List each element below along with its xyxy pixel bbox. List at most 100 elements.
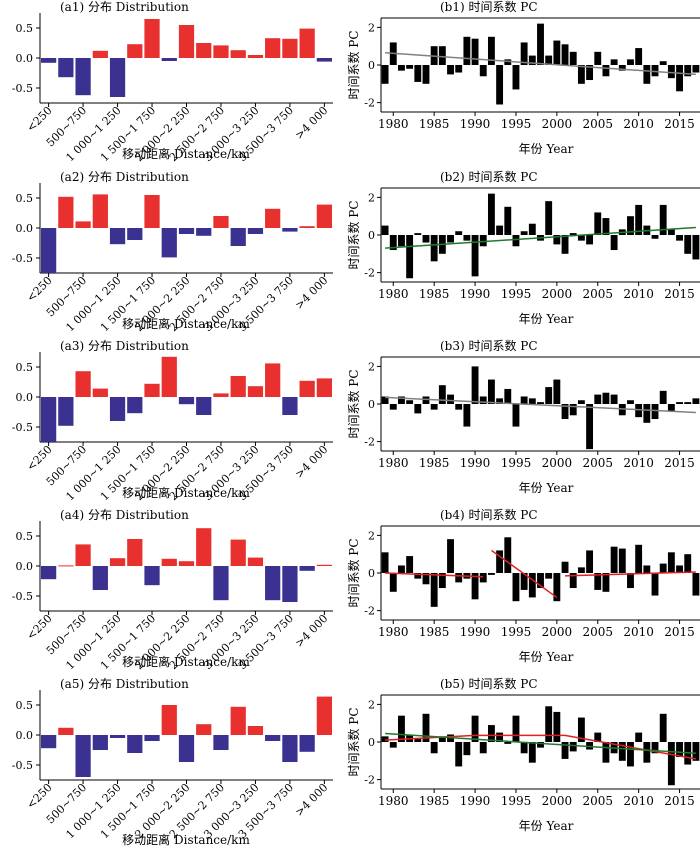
y-tick-label: 0	[368, 59, 375, 72]
bar	[92, 388, 108, 397]
bar	[41, 58, 57, 63]
x-tick-label: 1980	[378, 794, 409, 808]
bar	[627, 742, 634, 767]
bar	[265, 363, 281, 397]
bar	[561, 742, 569, 759]
bar	[651, 65, 659, 77]
bar	[447, 65, 454, 75]
bar	[487, 379, 495, 404]
bar	[627, 573, 634, 589]
y-tick-label: -2	[364, 97, 375, 110]
x-tick-label: 2015	[664, 117, 695, 131]
bar	[627, 59, 634, 65]
trend-line	[385, 52, 696, 76]
bar	[422, 713, 430, 742]
x-axis-label: 年份 Year	[519, 312, 574, 326]
bar	[161, 356, 177, 397]
bar	[230, 706, 246, 735]
bar	[618, 65, 626, 71]
x-tick-label: >4 000	[293, 443, 331, 481]
bar	[667, 65, 675, 79]
bar	[299, 566, 315, 571]
bar	[479, 573, 487, 583]
bar	[635, 48, 643, 65]
y-tick-label: 0.0	[16, 729, 34, 742]
bar	[610, 394, 618, 404]
bar	[127, 735, 143, 753]
x-tick-label: 2000	[542, 794, 573, 808]
bar	[618, 548, 626, 573]
bar	[109, 228, 126, 245]
bar	[178, 735, 195, 762]
bar	[41, 566, 57, 580]
bar	[692, 235, 700, 260]
bar	[487, 573, 495, 575]
bar	[528, 573, 536, 598]
bar	[586, 65, 594, 81]
x-tick-label: <250	[24, 443, 55, 474]
bar	[455, 404, 463, 410]
bar	[422, 573, 430, 585]
bar	[651, 573, 659, 596]
x-tick-label: <250	[24, 104, 55, 135]
bar	[586, 550, 594, 573]
bar	[586, 235, 594, 245]
bar	[430, 404, 438, 410]
x-tick-label: 2000	[542, 456, 573, 470]
bar	[512, 715, 520, 742]
y-tick-label: 2	[368, 21, 375, 34]
bar	[692, 742, 700, 761]
x-tick-label: 1990	[460, 456, 491, 470]
x-tick-label: 2005	[582, 117, 613, 131]
x-tick-label: <250	[24, 612, 55, 643]
bar	[316, 378, 332, 397]
bar	[316, 58, 332, 62]
panel-a2: (a2) 分布 Distribution0.50.0-0.5<250500~75…	[12, 170, 333, 334]
bar	[627, 400, 634, 404]
bar	[178, 397, 195, 405]
bar	[430, 235, 438, 262]
bar	[635, 732, 643, 742]
bar	[406, 400, 414, 404]
bar	[667, 552, 675, 573]
bar	[520, 573, 528, 590]
bar	[389, 573, 397, 592]
x-tick-label: <250	[24, 781, 55, 812]
bar	[265, 566, 281, 601]
bar	[247, 386, 264, 397]
bar	[684, 65, 692, 77]
bar	[282, 397, 298, 415]
x-tick-label: 1990	[460, 117, 491, 131]
bar	[127, 228, 143, 240]
x-tick-label: 1990	[460, 625, 491, 639]
bar	[479, 235, 487, 247]
bar	[447, 235, 454, 243]
panel-title: (b1) 时间系数 PC	[440, 0, 538, 14]
bar	[265, 38, 281, 58]
bar	[58, 565, 74, 567]
bar	[58, 397, 74, 426]
bar	[528, 223, 536, 235]
bar	[537, 23, 544, 65]
bar	[635, 204, 643, 235]
x-axis-label: 年份 Year	[519, 650, 574, 664]
bar	[569, 573, 577, 589]
bar	[414, 65, 422, 82]
bar	[594, 394, 602, 404]
x-tick-label: 1985	[419, 625, 450, 639]
bar	[659, 390, 667, 404]
bar	[398, 235, 405, 247]
bar	[471, 38, 479, 65]
bar	[75, 221, 91, 228]
y-tick-label: 0	[368, 567, 375, 580]
bar	[92, 50, 108, 58]
bar	[422, 396, 430, 404]
bar	[247, 228, 264, 234]
bar	[455, 573, 463, 583]
trend-line	[565, 571, 696, 577]
bar	[178, 228, 195, 234]
x-tick-label: >4 000	[293, 274, 331, 312]
bar	[455, 231, 463, 235]
x-tick-label: 1995	[501, 287, 532, 301]
